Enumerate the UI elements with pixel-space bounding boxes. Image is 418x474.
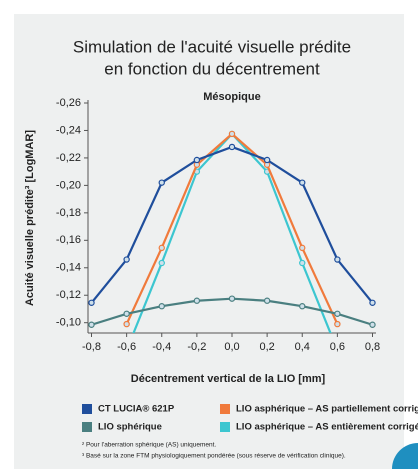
y-tick-label: -0,20 (56, 179, 81, 191)
y-tick-label: -0,16 (56, 234, 81, 246)
legend-swatch (220, 422, 230, 432)
point (158, 244, 165, 252)
x-axis-label: Décentrement vertical de la LIO [mm] (131, 373, 326, 385)
y-tick-label: -0,26 (56, 97, 81, 109)
point (123, 320, 130, 328)
point (369, 321, 376, 328)
point (334, 320, 341, 328)
point (228, 143, 236, 151)
x-tick-label: 0,4 (295, 341, 310, 353)
x-tick-label: 0,0 (224, 341, 239, 353)
x-tick-label: -0,6 (117, 341, 136, 353)
footnote: ³ Basé sur la zone FTM physiologiquement… (82, 453, 346, 460)
legend-swatch (220, 404, 230, 414)
plot-area (88, 130, 376, 333)
chart-title: en fonction du décentrement (104, 59, 320, 78)
point (158, 303, 165, 310)
point (158, 259, 165, 267)
legend-swatch (82, 422, 92, 432)
x-tick-label: 0,2 (259, 341, 274, 353)
point (228, 295, 236, 302)
x-tick-label: -0,4 (152, 341, 171, 353)
chart-title: Simulation de l'acuité visuelle prédite (73, 37, 351, 56)
point (228, 130, 236, 138)
legend-label: LIO sphérique (98, 422, 162, 433)
point (263, 156, 271, 164)
point (334, 256, 341, 263)
subtitle: Mésopique (203, 91, 260, 103)
y-tick-label: -0,18 (56, 207, 81, 219)
point (158, 179, 165, 186)
point (263, 297, 271, 304)
y-tick-label: -0,12 (56, 289, 81, 301)
legend-label: LIO asphérique – AS entièrement corrigée… (236, 422, 418, 433)
point (88, 299, 95, 306)
legend-swatch (82, 404, 92, 414)
legend-label: LIO asphérique – AS partiellement corrig… (236, 404, 418, 415)
y-tick-label: -0,24 (56, 124, 81, 136)
point (193, 156, 201, 164)
y-tick-label: -0,10 (56, 317, 81, 329)
point (299, 259, 306, 267)
point (299, 244, 306, 252)
point (193, 297, 201, 304)
y-tick-label: -0,14 (56, 262, 81, 274)
footnote: ² Pour l'aberration sphérique (AS) uniqu… (82, 442, 216, 449)
x-tick-label: 0,6 (330, 341, 345, 353)
point (123, 256, 130, 263)
x-tick-label: -0,8 (82, 341, 101, 353)
point (334, 310, 341, 317)
x-tick-label: -0,2 (187, 341, 206, 353)
corner-badge (392, 443, 418, 474)
point (369, 299, 376, 306)
point (88, 321, 95, 328)
x-tick-label: 0,8 (365, 341, 380, 353)
point (299, 303, 306, 310)
legend-label: CT LUCIA® 621P (98, 404, 175, 415)
point (123, 310, 130, 317)
point (299, 179, 306, 186)
y-axis-label: Acuité visuelle prédite³ [LogMAR] (24, 130, 36, 306)
y-tick-label: -0,22 (56, 152, 81, 164)
panel (14, 14, 404, 469)
